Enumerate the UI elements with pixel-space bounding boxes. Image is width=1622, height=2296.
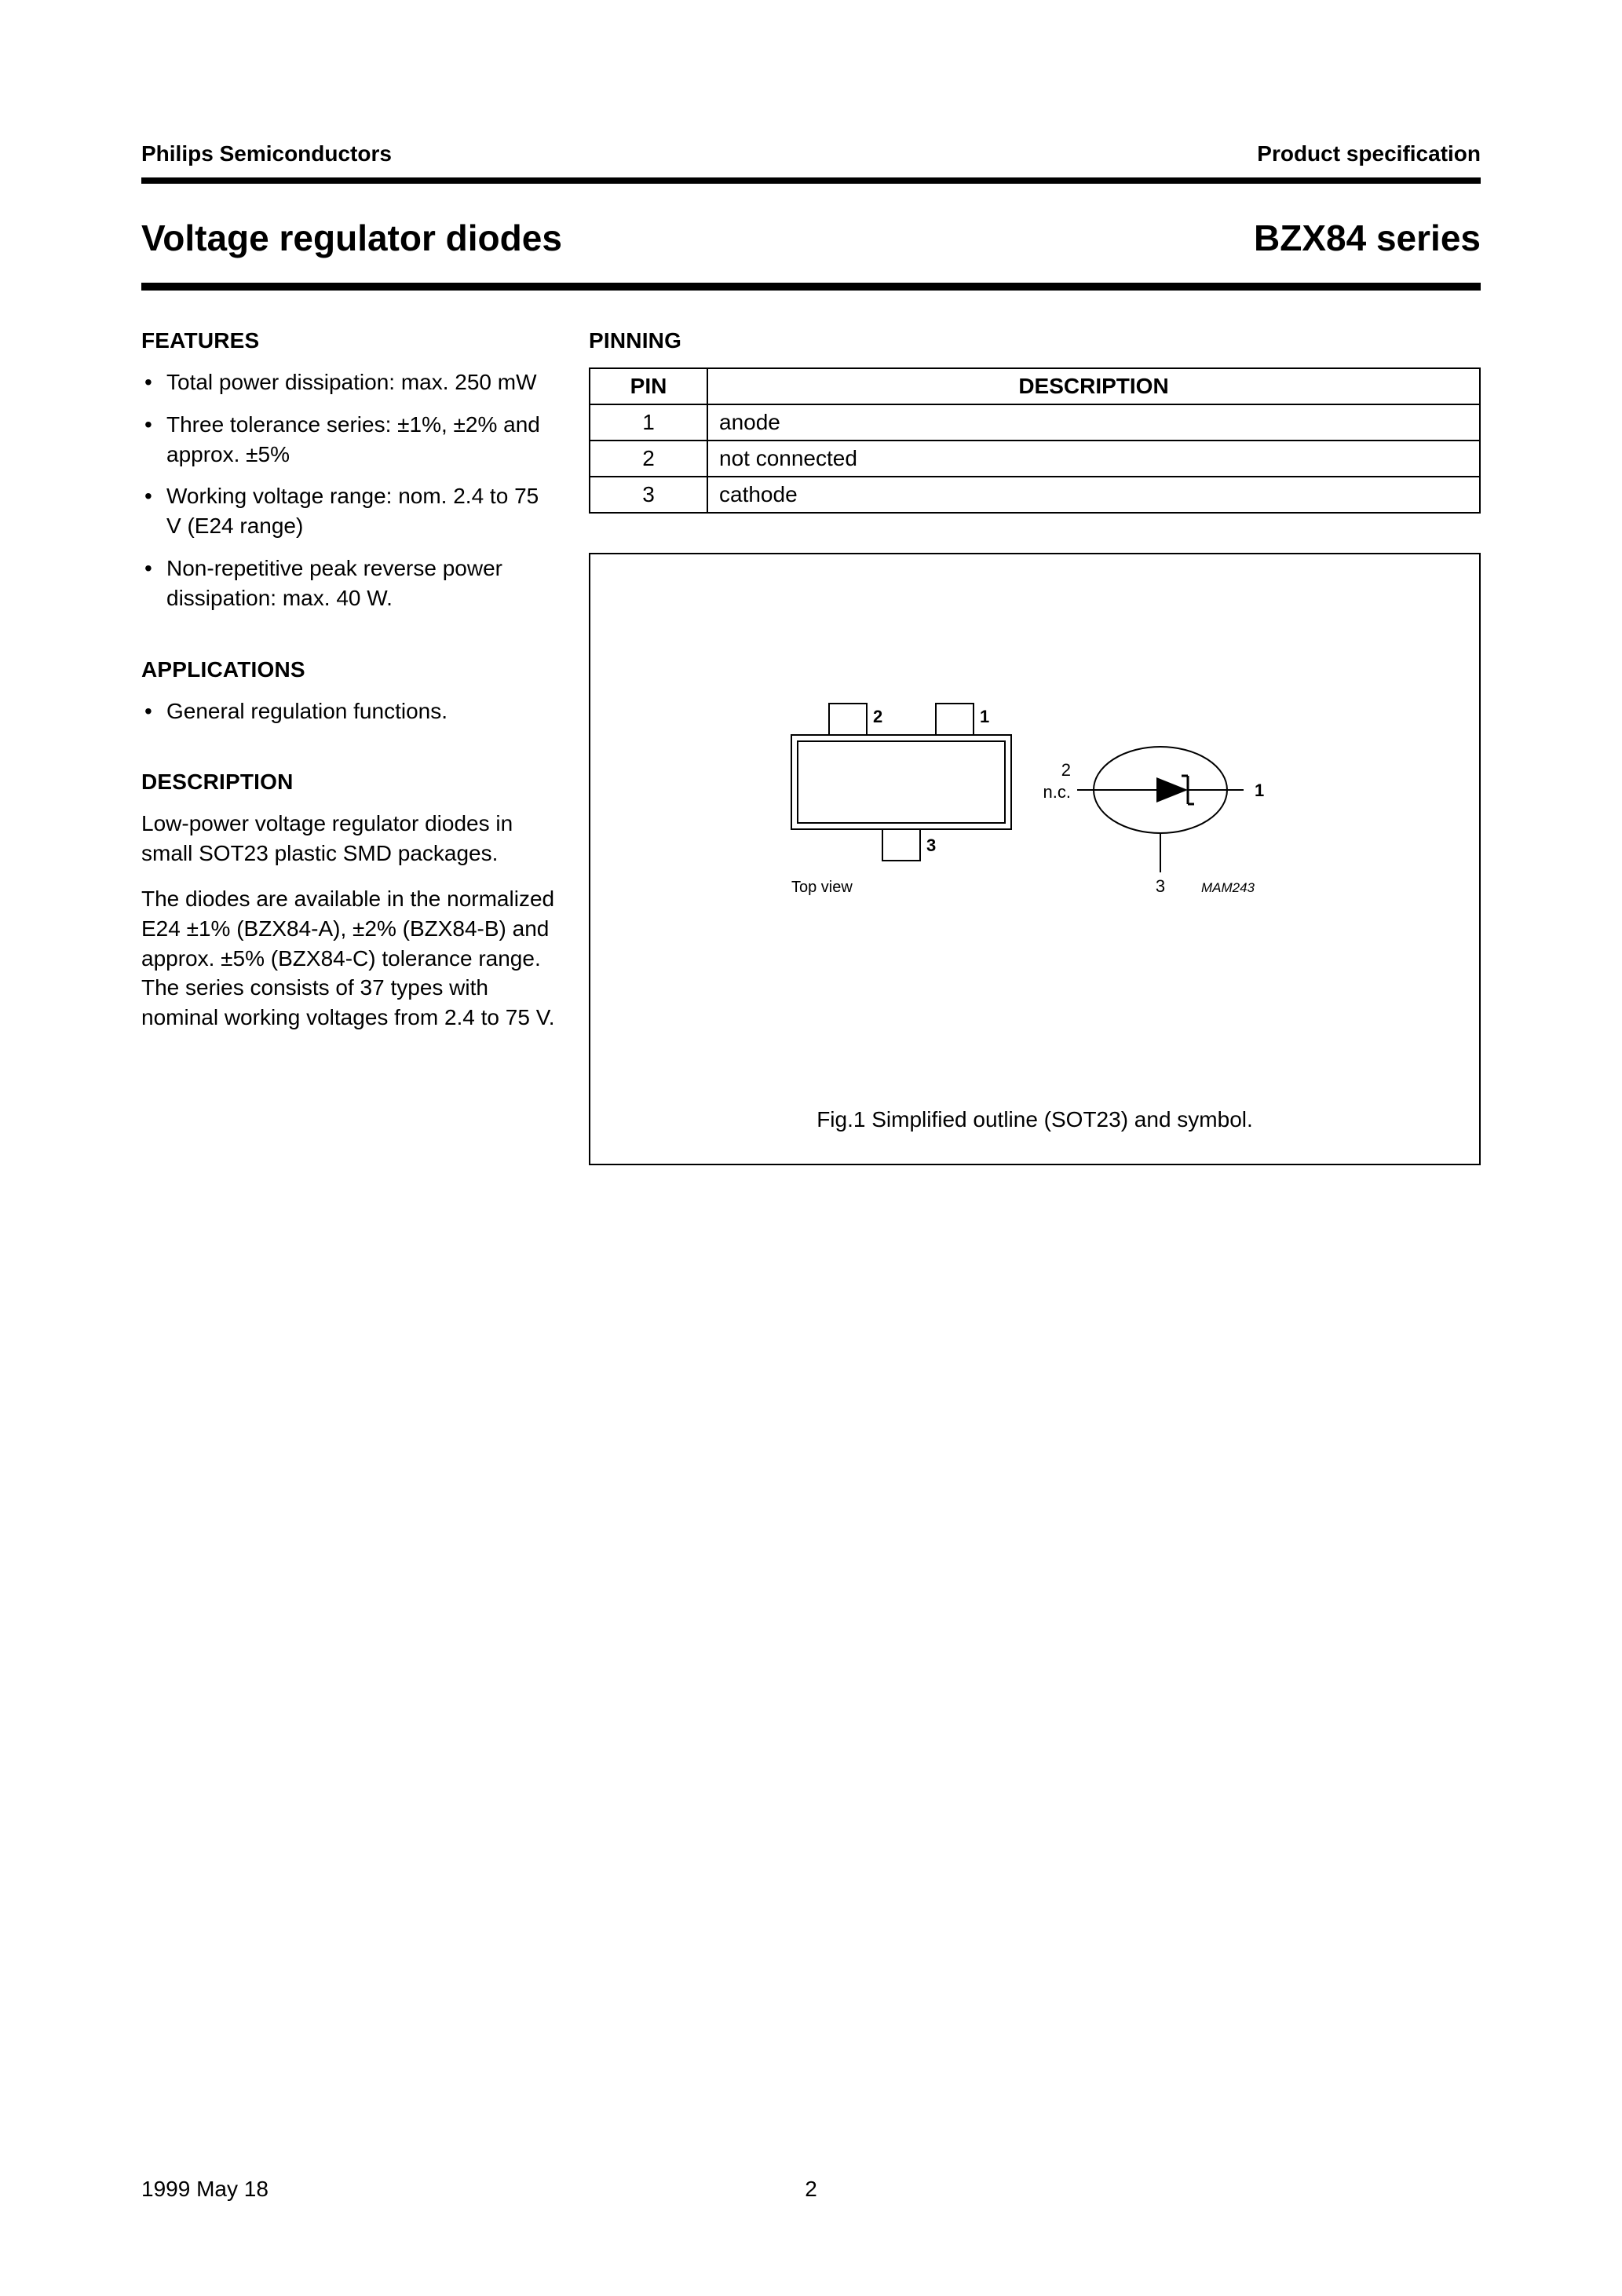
svg-text:1: 1 (980, 707, 989, 726)
desc-cell: anode (707, 404, 1480, 441)
feature-item: Non-repetitive peak reverse power dissip… (141, 554, 557, 613)
pin-cell: 2 (590, 441, 707, 477)
content-area: FEATURES Total power dissipation: max. 2… (141, 328, 1481, 1165)
figure-box: 2 1 3 Top view 1 2 3 n.c. MAM243 Fig.1 Simplifie… (589, 553, 1481, 1165)
pinning-heading: PINNING (589, 328, 1481, 353)
svg-text:1: 1 (1255, 781, 1264, 800)
table-row: 2 not connected (590, 441, 1480, 477)
pin-cell: 1 (590, 404, 707, 441)
svg-text:3: 3 (1156, 876, 1165, 896)
features-list: Total power dissipation: max. 250 mW Thr… (141, 367, 557, 613)
feature-item: Working voltage range: nom. 2.4 to 75 V … (141, 481, 557, 541)
svg-text:2: 2 (873, 707, 882, 726)
pin-cell: 3 (590, 477, 707, 513)
page-title-left: Voltage regulator diodes (141, 217, 562, 259)
feature-item: Three tolerance series: ±1%, ±2% and app… (141, 410, 557, 470)
svg-text:3: 3 (926, 835, 936, 855)
footer-page-number: 2 (805, 2177, 817, 2202)
company-name: Philips Semiconductors (141, 141, 392, 166)
features-heading: FEATURES (141, 328, 557, 353)
desc-cell: not connected (707, 441, 1480, 477)
doc-header: Philips Semiconductors Product specifica… (141, 141, 1481, 166)
table-row: 1 anode (590, 404, 1480, 441)
description-paragraph: The diodes are available in the normaliz… (141, 884, 557, 1033)
svg-text:MAM243: MAM243 (1201, 880, 1255, 895)
figure-caption: Fig.1 Simplified outline (SOT23) and sym… (590, 1107, 1479, 1132)
svg-text:Top view: Top view (791, 879, 853, 896)
page-title-right: BZX84 series (1254, 217, 1481, 259)
pin-table-header-desc: DESCRIPTION (707, 368, 1480, 404)
title-row: Voltage regulator diodes BZX84 series (141, 217, 1481, 259)
footer-date: 1999 May 18 (141, 2177, 269, 2202)
left-column: FEATURES Total power dissipation: max. 2… (141, 328, 557, 1165)
table-row: 3 cathode (590, 477, 1480, 513)
applications-heading: APPLICATIONS (141, 657, 557, 682)
pin-table: PIN DESCRIPTION 1 anode 2 not connected … (589, 367, 1481, 514)
feature-item: Total power dissipation: max. 250 mW (141, 367, 557, 397)
svg-text:n.c.: n.c. (1043, 782, 1071, 802)
applications-list: General regulation functions. (141, 696, 557, 726)
pin-table-header-pin: PIN (590, 368, 707, 404)
title-rule (141, 283, 1481, 291)
doc-type: Product specification (1257, 141, 1481, 166)
description-heading: DESCRIPTION (141, 770, 557, 795)
desc-cell: cathode (707, 477, 1480, 513)
svg-text:2: 2 (1061, 760, 1071, 780)
figure-svg-wrap: 2 1 3 Top view 1 2 3 n.c. MAM243 (590, 688, 1479, 939)
page-footer: 1999 May 18 2 (141, 2177, 1481, 2202)
right-column: PINNING PIN DESCRIPTION 1 anode 2 not co… (589, 328, 1481, 1165)
description-paragraph: Low-power voltage regulator diodes in sm… (141, 809, 557, 868)
header-rule (141, 177, 1481, 184)
figure-diagram: 2 1 3 Top view 1 2 3 n.c. MAM243 (713, 688, 1357, 939)
application-item: General regulation functions. (141, 696, 557, 726)
